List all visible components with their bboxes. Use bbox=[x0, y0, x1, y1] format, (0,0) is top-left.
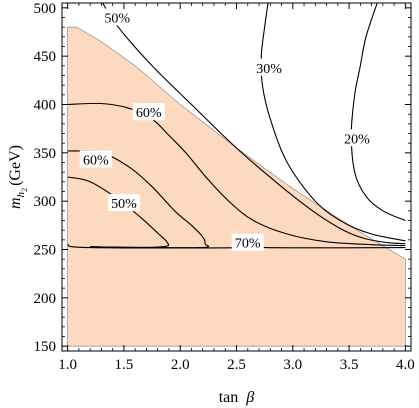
y-tick-label: 250 bbox=[34, 243, 57, 259]
axis-ticks-layer: 1.0 1.5 2.0 2.5 3.0 3.5 4.0 150 200 250 300 350 400 4… bbox=[34, 1, 415, 373]
y-tick-label: 150 bbox=[34, 339, 57, 355]
contour-label-3: 20% bbox=[340, 129, 373, 147]
shaded-region-layer bbox=[67, 26, 406, 347]
x-tick-label: 1.0 bbox=[58, 357, 77, 373]
y-axis-label-sub: h bbox=[15, 191, 27, 197]
contour-label-bg bbox=[107, 194, 140, 212]
contour-line-1 bbox=[102, 3, 406, 245]
contour-label-7: 70% bbox=[231, 233, 264, 252]
x-axis-label-symbol: β bbox=[245, 389, 254, 406]
y-tick-label: 350 bbox=[34, 146, 57, 162]
y-axis-label-main: m bbox=[7, 197, 24, 209]
contour-label-text: 60% bbox=[83, 154, 109, 169]
contour-label-text: 70% bbox=[235, 237, 261, 252]
y-axis-label: mh2 (GeV) bbox=[7, 145, 29, 209]
x-tick-label: 4.0 bbox=[396, 357, 415, 373]
contour-label-1: 50% bbox=[101, 8, 134, 27]
contour-line-2 bbox=[260, 3, 406, 242]
contour-label-text: 50% bbox=[104, 12, 130, 27]
contour-label-text: 30% bbox=[256, 62, 282, 77]
y-tick-label: 500 bbox=[34, 1, 57, 17]
x-tick-label: 2.0 bbox=[171, 357, 190, 373]
contour-label-6: 50% bbox=[107, 194, 140, 212]
contour-label-bg bbox=[132, 103, 165, 121]
contour-line-3 bbox=[350, 3, 406, 222]
contour-label-text: 50% bbox=[111, 197, 137, 212]
contour-label-text: 60% bbox=[136, 106, 162, 121]
y-axis-label-unit: (GeV) bbox=[7, 145, 24, 186]
contour-label-bg bbox=[253, 58, 286, 76]
contour-line-4 bbox=[67, 102, 406, 247]
contour-label-4: 60% bbox=[132, 103, 165, 121]
x-tick-label: 1.5 bbox=[115, 357, 134, 373]
y-tick-label: 400 bbox=[34, 98, 57, 114]
contour-label-2: 30% bbox=[253, 58, 286, 77]
x-axis-label-main: tan bbox=[219, 389, 239, 406]
contour-label-bg bbox=[340, 129, 373, 147]
contour-labels-layer: 50% 30% 20% 60% 60% 50% 70% bbox=[79, 8, 373, 252]
contour-label-bg bbox=[79, 150, 112, 168]
contour-label-bg bbox=[101, 8, 134, 26]
svg-text:mh2(GeV): mh2 (GeV) bbox=[7, 145, 29, 209]
x-tick-label: 3.0 bbox=[283, 357, 302, 373]
x-axis-label: tan β bbox=[219, 389, 255, 406]
y-tick-label: 300 bbox=[34, 194, 57, 210]
contour-label-5: 60% bbox=[79, 150, 112, 169]
x-tick-label: 2.5 bbox=[227, 357, 246, 373]
contour-lines-layer bbox=[67, 3, 406, 249]
x-tick-label: 3.5 bbox=[340, 357, 359, 373]
contour-label-text: 20% bbox=[344, 132, 370, 147]
y-tick-label: 450 bbox=[34, 49, 57, 65]
contour-label-bg bbox=[231, 233, 264, 251]
y-tick-label: 200 bbox=[34, 291, 57, 307]
y-axis-label-subsub: 2 bbox=[20, 188, 29, 192]
excluded-region bbox=[67, 26, 406, 347]
